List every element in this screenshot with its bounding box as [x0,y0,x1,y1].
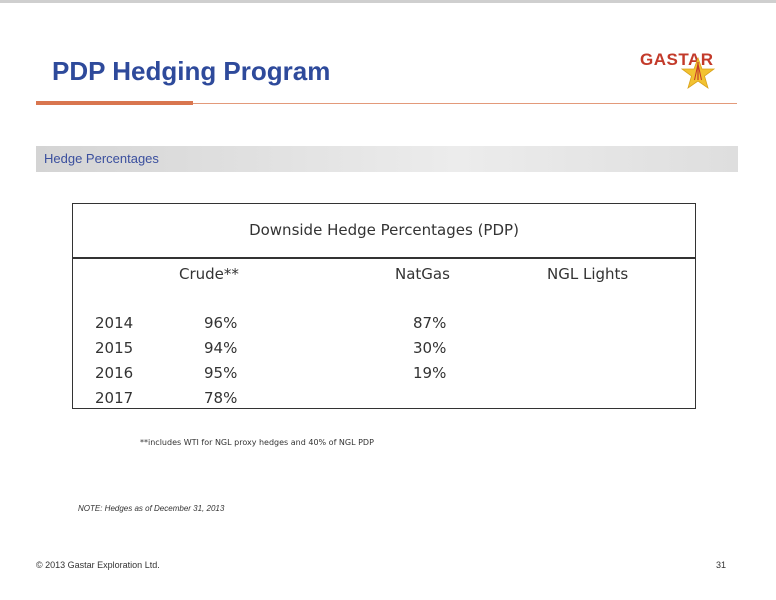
page-number: 31 [716,560,727,570]
row-year: 2015 [95,339,134,357]
section-label: Hedge Percentages [44,151,159,166]
cell-crude: 96% [204,314,238,332]
table-footnote: **includes WTI for NGL proxy hedges and … [140,438,374,447]
cell-natgas: 30% [413,339,447,357]
cell-natgas: 19% [413,364,447,382]
row-year: 2017 [95,389,134,407]
cell-natgas: 87% [413,314,447,332]
logo-text: GASTAR [640,50,714,69]
top-edge-shade [0,0,776,3]
title-underline-accent [36,101,193,105]
cell-crude: 94% [204,339,238,357]
cell-crude: 78% [204,389,238,407]
cell-crude: 95% [204,364,238,382]
table-title-divider [73,257,695,259]
company-logo: GASTAR [640,46,724,94]
title-underline [193,103,737,104]
star-derrick-icon [680,56,716,89]
table-title: Downside Hedge Percentages (PDP) [249,221,519,239]
row-year: 2014 [95,314,134,332]
page-title: PDP Hedging Program [52,56,331,86]
column-header-ngl-lights: NGL Lights [547,265,629,283]
column-header-natgas: NatGas [395,265,450,283]
hedge-date-note: NOTE: Hedges as of December 31, 2013 [78,504,225,513]
row-year: 2016 [95,364,134,382]
hedge-percentages-table: Downside Hedge Percentages (PDP) Crude**… [72,203,696,409]
column-header-crude: Crude** [179,265,239,283]
section-header-band: Hedge Percentages [36,146,738,172]
copyright-footer: © 2013 Gastar Exploration Ltd. [36,560,160,570]
